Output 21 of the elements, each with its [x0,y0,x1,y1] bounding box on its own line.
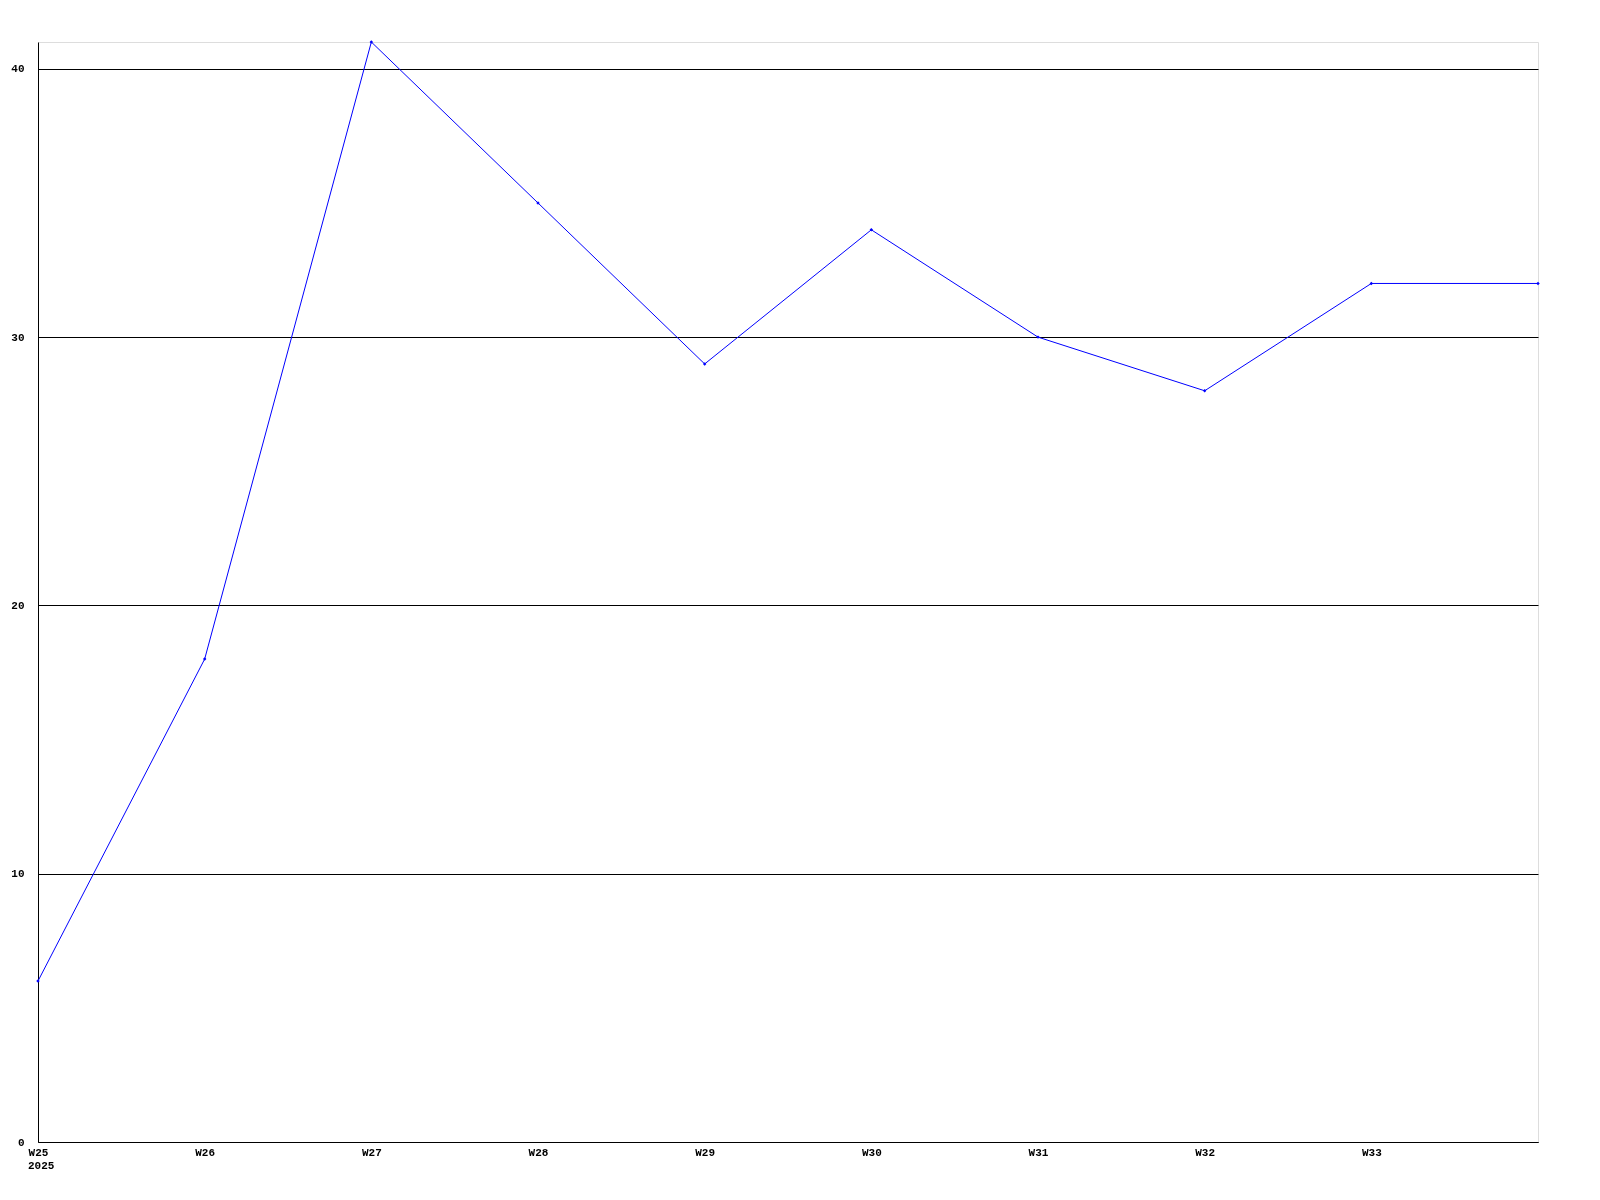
y-tick-label: 30 [11,331,25,344]
point [1536,281,1540,286]
y-tick-label: 40 [11,63,25,76]
x-tick-label: W28 [528,1146,549,1159]
y-tick-label: 20 [11,599,25,612]
x-tick-label: W29 [695,1146,716,1159]
text: 2025 [28,1160,55,1172]
point [869,228,874,232]
x-tick-label: W26 [195,1146,216,1159]
x-tick-label: W31 [1028,1146,1049,1159]
x-tick-label: W33 [1361,1146,1383,1159]
y-tick-label: 0 [17,1136,25,1149]
point [202,657,207,661]
y-tick-label: 10 [11,868,25,881]
point [1202,389,1207,393]
x-tick-label: W30 [861,1146,882,1159]
point [702,362,707,366]
x-tick-label: W25 [28,1146,49,1159]
x-tick-label: W27 [361,1146,382,1159]
point [369,40,374,44]
x-tick-label: W32 [1195,1146,1216,1159]
